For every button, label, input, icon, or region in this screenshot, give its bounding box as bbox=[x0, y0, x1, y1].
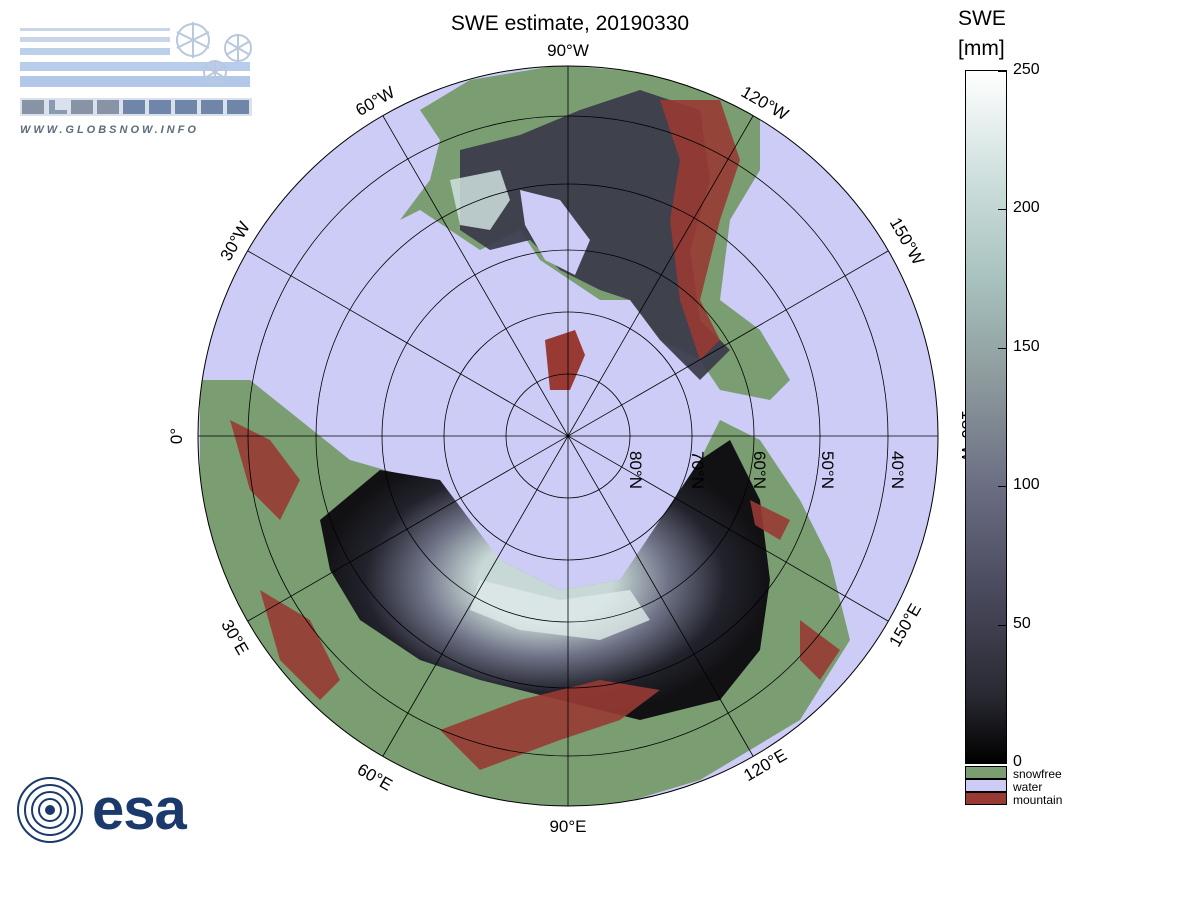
eurasia-bright-snow bbox=[470, 580, 650, 640]
map-border bbox=[197, 65, 939, 807]
mountain-europe bbox=[260, 590, 340, 700]
logo-stripes-icon bbox=[20, 28, 250, 87]
globsnow-wordmark-icon bbox=[20, 98, 252, 116]
legend-label-snowfree: snowfree bbox=[1013, 767, 1062, 781]
colorbar-gradient bbox=[965, 70, 1007, 764]
map-title: SWE estimate, 20190330 bbox=[450, 12, 690, 35]
north-america-snow bbox=[460, 90, 730, 380]
colorbar-title-line2: [mm] bbox=[958, 37, 1005, 60]
colorbar-tick-label-200: 200 bbox=[1013, 199, 1040, 217]
legend-swatch-mountain bbox=[965, 792, 1007, 805]
lat-label-50n: 50°N bbox=[818, 451, 837, 489]
snowflake-icon bbox=[176, 22, 252, 84]
lon-label-90w: 90°W bbox=[547, 41, 589, 60]
colorbar-tick-label-150: 150 bbox=[1013, 337, 1040, 355]
lat-label-60n: 60°N bbox=[750, 451, 769, 489]
lon-label-30e: 30°E bbox=[217, 616, 252, 658]
esa-wordmark: esa bbox=[92, 777, 187, 842]
colorbar-tick-mark bbox=[998, 347, 1006, 349]
lon-label-90e: 90°E bbox=[549, 817, 586, 836]
colorbar-title: SWE [mm] bbox=[958, 4, 1006, 64]
colorbar-tick-mark bbox=[998, 486, 1006, 488]
graticule bbox=[198, 66, 938, 806]
colorbar-tick-label-0: 0 bbox=[1013, 753, 1022, 770]
mountain-rockies bbox=[660, 100, 740, 360]
mountain-scandinavia bbox=[230, 420, 300, 520]
lon-label-60e: 60°E bbox=[354, 760, 396, 795]
colorbar-tick-label-100: 100 bbox=[1013, 476, 1040, 494]
eurasia-snow bbox=[320, 440, 770, 720]
colorbar-tick-label-50: 50 bbox=[1013, 614, 1031, 632]
legend-swatch-water bbox=[965, 779, 1007, 792]
lon-label-0: 0° bbox=[167, 428, 186, 444]
legend-label-mountain: mountain bbox=[1013, 793, 1063, 807]
colorbar-tick-label-250: 250 bbox=[1013, 61, 1040, 78]
legend-swatch-snowfree bbox=[965, 766, 1007, 779]
legend-label-water: water bbox=[1013, 780, 1043, 794]
globsnow-url: WWW.GLOBSNOW.INFO bbox=[20, 124, 199, 136]
lat-label-70n: 70°N bbox=[688, 451, 707, 489]
colorbar-title-line1: SWE bbox=[958, 7, 1006, 30]
esa-globe-icon bbox=[17, 777, 83, 843]
colorbar-tick-mark bbox=[998, 763, 1006, 764]
hudson-bay-water bbox=[520, 190, 590, 275]
colorbar-tick-mark bbox=[998, 624, 1006, 626]
colorbar-tick-mark bbox=[998, 209, 1006, 211]
globsnow-logo bbox=[20, 22, 252, 116]
lat-label-80n: 80°N bbox=[626, 451, 645, 489]
esa-logo bbox=[17, 777, 83, 843]
lat-label-40n: 40°N bbox=[888, 451, 907, 489]
colorbar-tick-mark bbox=[998, 71, 1006, 72]
mountain-far-east bbox=[750, 500, 840, 680]
